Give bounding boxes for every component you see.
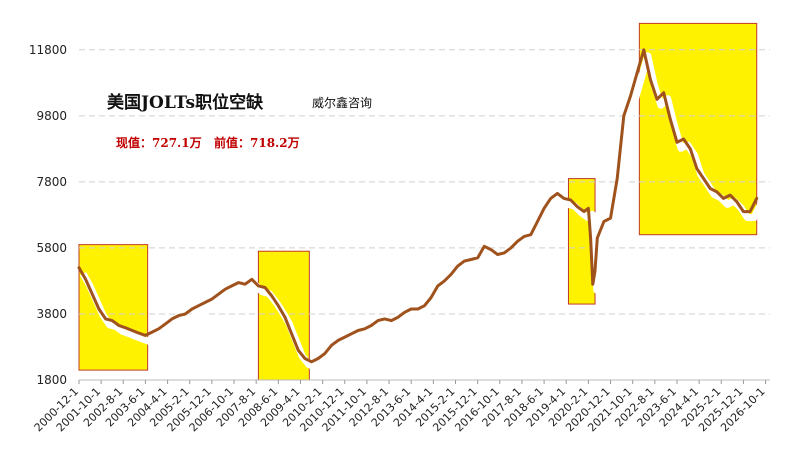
- series-shadow: [79, 52, 764, 372]
- y-axis-ticks: 1800 3800 5800 7800 9800 11800: [29, 43, 67, 387]
- y-tick-label: 7800: [36, 175, 67, 189]
- y-tick-label: 5800: [36, 241, 67, 255]
- highlight-box: [78, 244, 149, 371]
- y-tick-label: 1800: [36, 373, 67, 387]
- current-value-label: 现值：727.1万: [116, 135, 202, 150]
- y-tick-label: 11800: [29, 43, 67, 57]
- chart-source: 威尔鑫咨询: [312, 95, 372, 110]
- x-axis-ticks: 2000-12-12001-10-12002-8-12003-6-12004-4…: [32, 380, 768, 434]
- y-tick-label: 9800: [36, 109, 67, 123]
- series-line: [77, 48, 759, 364]
- previous-value-label: 前值：718.2万: [214, 135, 300, 150]
- series-layer: [77, 48, 764, 372]
- y-tick-label: 3800: [36, 307, 67, 321]
- chart-title: 美国JOLTs职位空缺: [107, 92, 264, 113]
